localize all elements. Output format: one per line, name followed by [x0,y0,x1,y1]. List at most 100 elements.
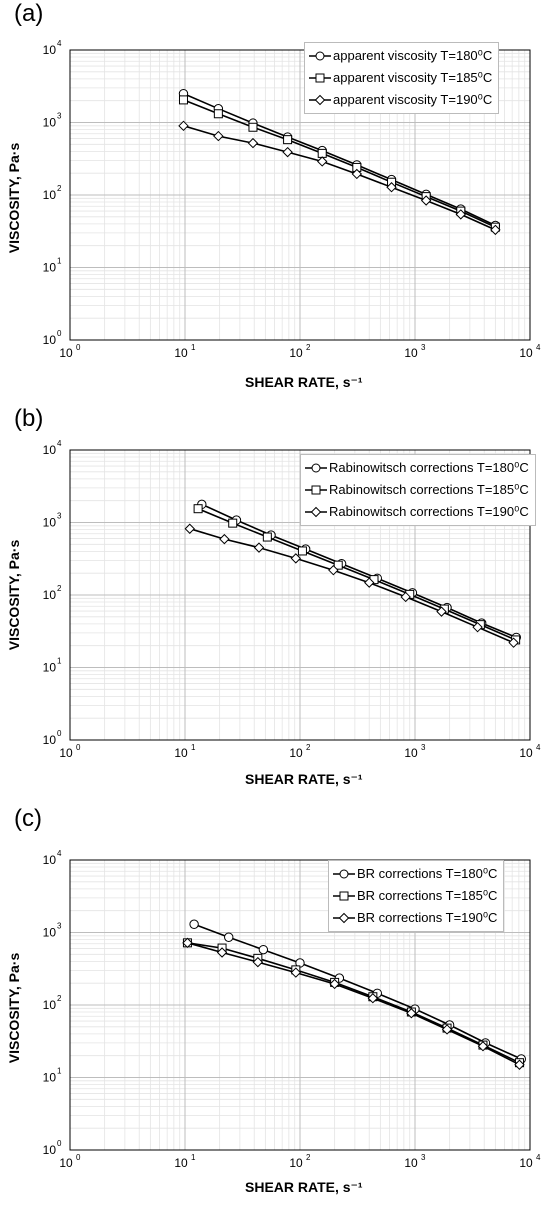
data-point-square [317,148,327,158]
x-tick-label: 10 [59,746,73,760]
y-tick-exponent: 4 [57,39,62,48]
legend-entry-label: apparent viscosity T=190⁰C [333,92,493,107]
data-point-diamond [290,967,302,978]
x-tick-label: 10 [174,346,188,360]
y-tick-label: 10 [43,188,57,202]
x-axis-label: SHEAR RATE, s⁻¹ [245,1179,363,1195]
y-tick-label: 10 [43,661,57,675]
y-tick-label: 10 [43,1143,57,1157]
legend-entry: BR corrections T=190⁰C [333,907,497,929]
x-tick-label: 10 [289,1156,303,1170]
data-point-diamond [328,564,339,576]
series-square [182,938,524,1068]
chart-panel-c: (c) 10 0 10 0 10 1 10 1 10 2 10 2 10 3 10 3 10 4 10 4 VISCO… [0,805,550,1205]
x-tick-label: 10 [519,1156,533,1170]
data-point-circle [224,932,234,942]
x-tick-exponent: 0 [76,743,81,752]
x-tick-exponent: 4 [536,1153,541,1162]
series-diamond [184,523,519,648]
series-line [183,125,496,231]
y-tick-label: 10 [43,1071,57,1085]
series-line [183,92,496,227]
data-point-diamond [400,591,411,603]
x-tick-label: 10 [519,746,533,760]
legend-entry: BR corrections T=185⁰C [333,885,497,907]
x-tick-label: 10 [289,746,303,760]
y-axis-label: VISCOSITY, Pa·s [6,142,22,253]
data-point-diamond [182,937,193,949]
y-tick-exponent: 3 [57,512,62,521]
y-tick-exponent: 0 [57,1139,62,1148]
data-point-diamond [216,947,228,958]
x-tick-label: 10 [404,1156,418,1170]
x-tick-label: 10 [404,746,418,760]
x-tick-label: 10 [59,1156,73,1170]
legend-entry: Rabinowitsch corrections T=185⁰C [305,479,529,501]
grid [69,49,531,341]
x-tick-exponent: 3 [421,1153,426,1162]
data-point-diamond [184,523,195,534]
data-point-diamond [290,553,302,564]
y-tick-exponent: 3 [57,112,62,121]
legend-entry: Rabinowitsch corrections T=180⁰C [305,457,529,479]
legend-entry-label: BR corrections T=180⁰C [357,866,498,881]
x-axis-label: SHEAR RATE, s⁻¹ [245,374,363,390]
data-point-diamond [219,533,230,545]
data-point-square [228,518,238,528]
series-line [189,527,514,644]
legend-entry: apparent viscosity T=180⁰C [309,45,492,67]
x-tick-label: 10 [174,746,188,760]
legend-entry-label: apparent viscosity T=180⁰C [333,48,493,63]
data-point-diamond [367,993,379,1004]
legend-entry-label: BR corrections T=185⁰C [357,888,498,903]
y-tick-exponent: 2 [57,994,62,1003]
series-line [193,923,522,1060]
y-tick-label: 10 [43,261,57,275]
x-axis-label: SHEAR RATE, s⁻¹ [245,771,363,787]
chart-panel-b: (b) 10 0 10 0 10 1 10 1 10 2 10 2 10 3 10 3 10 4 10 4 VISCO… [0,405,550,805]
data-point-diamond [317,156,328,167]
panel-label: (a) [14,0,44,27]
legend-entry: apparent viscosity T=190⁰C [309,89,492,111]
series-line [183,99,496,228]
y-tick-label: 10 [43,333,57,347]
y-tick-exponent: 1 [57,1067,62,1076]
legend: apparent viscosity T=180⁰C apparent visc… [304,42,500,114]
y-axis-label: VISCOSITY, Pa·s [6,539,22,650]
y-tick-exponent: 0 [57,729,62,738]
series-diamond [182,937,525,1070]
legend-entry: apparent viscosity T=185⁰C [309,67,492,89]
y-tick-label: 10 [43,853,57,867]
x-tick-label: 10 [59,346,73,360]
x-tick-exponent: 3 [421,743,426,752]
x-tick-exponent: 1 [191,343,196,352]
legend-entry-label: Rabinowitsch corrections T=185⁰C [329,482,529,497]
x-tick-label: 10 [174,1156,188,1170]
data-point-diamond [514,1059,525,1070]
x-tick-exponent: 1 [191,743,196,752]
x-tick-exponent: 4 [536,743,541,752]
legend-entry: Rabinowitsch corrections T=190⁰C [305,501,529,523]
y-tick-exponent: 4 [57,439,62,448]
data-point-diamond [455,209,466,220]
x-tick-exponent: 2 [306,1153,311,1162]
data-point-square [213,109,223,119]
data-point-diamond [436,606,447,617]
y-axis-label: VISCOSITY, Pa·s [6,952,22,1064]
data-point-diamond [490,224,501,236]
data-point-square [283,135,293,145]
data-point-square [248,122,258,132]
y-tick-exponent: 1 [57,257,62,266]
y-tick-label: 10 [43,516,57,530]
x-tick-exponent: 1 [191,1153,196,1162]
data-point-diamond [351,168,363,180]
y-tick-label: 10 [43,926,57,940]
legend-entry: BR corrections T=180⁰C [333,863,497,885]
series-diamond [178,120,501,236]
y-tick-label: 10 [43,588,57,602]
plot-frame [69,859,531,1151]
y-tick-label: 10 [43,733,57,747]
data-point-circle [258,944,269,955]
y-tick-label: 10 [43,43,57,57]
plot-frame [69,449,531,741]
